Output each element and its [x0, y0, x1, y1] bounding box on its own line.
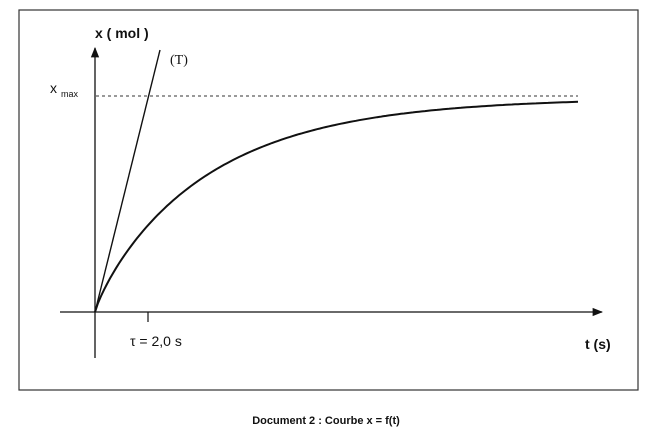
curve [94, 100, 579, 313]
tangent [94, 49, 161, 313]
frame [18, 9, 639, 391]
x-axis-label: t (s) [585, 336, 611, 352]
y-axis-label: x ( mol ) [95, 25, 149, 41]
tau-label: τ = 2,0 s [130, 333, 182, 349]
caption: Document 2 : Courbe x = f(t) [252, 415, 400, 427]
x-max-subscript: max [61, 89, 79, 99]
tangent-label: (T) [170, 53, 188, 68]
x-max-symbol: x [50, 80, 57, 96]
